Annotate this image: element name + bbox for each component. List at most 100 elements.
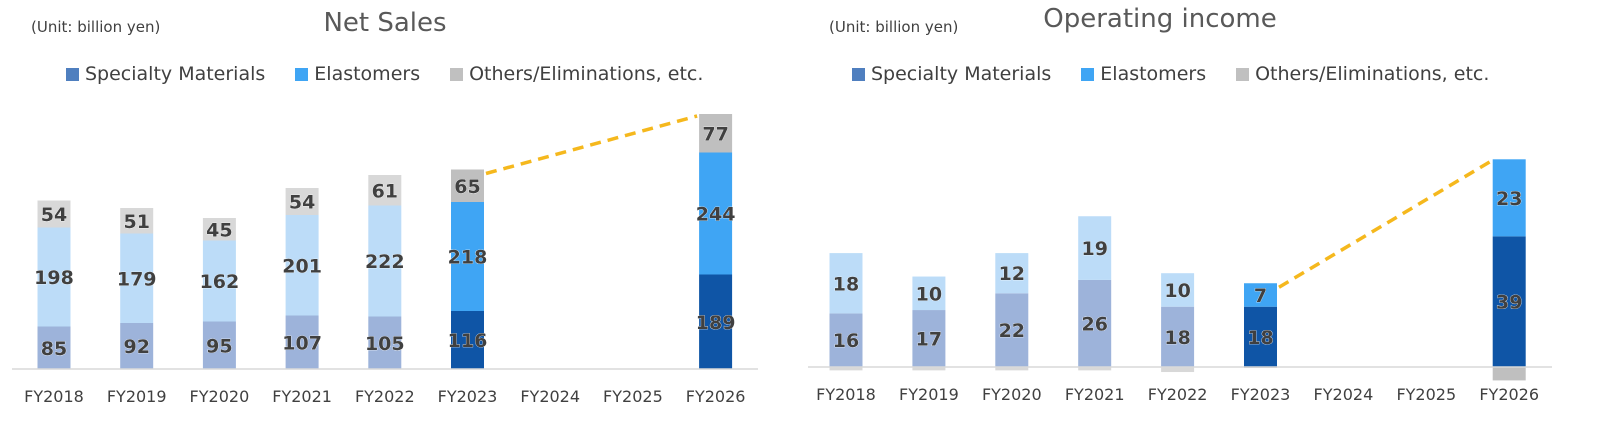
bar-others-fy2019 xyxy=(912,367,946,371)
data-label-specialty-fy2022: 105 xyxy=(365,333,405,355)
bar-others-fy2018 xyxy=(829,367,863,371)
data-label-specialty-fy2021: 107 xyxy=(282,332,322,354)
data-label-elastomers-fy2026: 244 xyxy=(696,204,736,226)
legend-label: Others/Eliminations, etc. xyxy=(469,63,704,85)
legend-item-specialty: Specialty Materials xyxy=(66,63,265,85)
legend-label: Specialty Materials xyxy=(871,63,1052,85)
bar-elastomers-fy2019 xyxy=(912,276,946,311)
bar-elastomers-fy2026 xyxy=(699,152,733,275)
operating-income-chart: 16 18 FY2018 17 10 FY2019 22 12 FY2020 26 19 FY2021… xyxy=(808,159,1552,404)
tick-label-fy2020: FY2020 xyxy=(982,385,1042,404)
bar-elastomers-fy2022 xyxy=(368,205,402,317)
bar-specialty-fy2022 xyxy=(1161,306,1195,367)
data-label-specialty-fy2019: 17 xyxy=(916,329,942,351)
bar-specialty-fy2018 xyxy=(829,313,863,367)
legend-item-others: Others/Eliminations, etc. xyxy=(450,63,703,85)
bar-others-fy2020 xyxy=(995,367,1029,371)
bar-elastomers-fy2021 xyxy=(1078,216,1112,280)
bar-others-fy2022 xyxy=(368,175,402,206)
data-label-specialty-fy2023: 18 xyxy=(1247,327,1273,349)
bar-specialty-fy2023 xyxy=(1244,306,1277,367)
bar-others-fy2023 xyxy=(451,169,484,202)
bar-elastomers-fy2019 xyxy=(120,233,154,323)
chart-title: Operating income xyxy=(1043,4,1277,34)
bar-elastomers-fy2023 xyxy=(451,202,484,311)
data-label-specialty-fy2018: 85 xyxy=(41,338,67,360)
legend-item-elastomers: Elastomers xyxy=(295,63,420,85)
data-label-specialty-fy2021: 26 xyxy=(1081,313,1107,335)
bar-specialty-fy2020 xyxy=(995,293,1029,367)
tick-label-fy2020: FY2020 xyxy=(190,387,250,406)
data-label-specialty-fy2022: 18 xyxy=(1164,327,1190,349)
legend-label: Elastomers xyxy=(314,63,421,85)
bar-others-fy2026 xyxy=(1492,367,1526,381)
bar-specialty-fy2018 xyxy=(37,326,71,369)
trend-dashed-line xyxy=(1278,159,1492,289)
data-label-elastomers-fy2021: 19 xyxy=(1081,238,1107,260)
tick-label-fy2018: FY2018 xyxy=(24,387,84,406)
unit-note: (Unit: billion yen) xyxy=(31,18,161,36)
legend-label: Others/Eliminations, etc. xyxy=(1255,63,1490,85)
data-label-specialty-fy2026: 39 xyxy=(1496,292,1522,314)
data-label-elastomers-fy2020: 162 xyxy=(200,271,240,293)
data-label-specialty-fy2018: 16 xyxy=(833,330,859,352)
legend-swatch xyxy=(66,67,79,81)
data-label-elastomers-fy2021: 201 xyxy=(282,255,322,277)
bar-specialty-fy2023 xyxy=(451,311,484,369)
operating-income-panel: (Unit: billion yen) Operating income Spe… xyxy=(800,0,1601,427)
tick-label-fy2026: FY2026 xyxy=(1479,385,1539,404)
data-label-others-fy2023: 65 xyxy=(454,176,480,198)
unit-note: (Unit: billion yen) xyxy=(829,18,959,36)
tick-label-fy2024: FY2024 xyxy=(1314,385,1374,404)
trend-dashed-line xyxy=(485,114,698,176)
data-label-elastomers-fy2019: 10 xyxy=(916,283,942,305)
tick-label-fy2018: FY2018 xyxy=(816,385,876,404)
bar-specialty-fy2020 xyxy=(202,321,236,369)
chart-legend: Specialty Materials Elastomers Others/El… xyxy=(852,63,1489,85)
bar-others-fy2026 xyxy=(699,114,733,153)
data-label-specialty-fy2026: 189 xyxy=(696,312,736,334)
data-label-others-fy2021: 54 xyxy=(289,192,315,214)
bar-elastomers-fy2018 xyxy=(829,253,863,314)
bar-elastomers-fy2020 xyxy=(995,253,1029,294)
data-label-others-fy2019: 51 xyxy=(123,211,149,233)
data-label-specialty-fy2023: 116 xyxy=(448,330,488,352)
data-label-elastomers-fy2023: 218 xyxy=(448,247,488,269)
data-label-elastomers-fy2022: 222 xyxy=(365,251,405,273)
chart-title: Net Sales xyxy=(323,8,447,38)
tick-label-fy2021: FY2021 xyxy=(272,387,332,406)
data-label-specialty-fy2019: 92 xyxy=(123,336,149,358)
data-label-others-fy2022: 61 xyxy=(372,180,398,202)
bar-elastomers-fy2018 xyxy=(37,227,71,327)
tick-label-fy2023: FY2023 xyxy=(438,387,498,406)
bar-others-fy2021 xyxy=(285,188,319,215)
bar-specialty-fy2026 xyxy=(1492,236,1526,367)
data-label-others-fy2026: 77 xyxy=(702,123,728,145)
bar-others-fy2018 xyxy=(37,200,71,228)
legend-item-others: Others/Eliminations, etc. xyxy=(1236,63,1489,85)
bar-others-fy2022 xyxy=(1161,367,1195,373)
data-label-others-fy2018: 54 xyxy=(41,204,67,226)
legend-swatch xyxy=(450,67,464,81)
data-label-elastomers-fy2026: 23 xyxy=(1496,188,1522,210)
bar-specialty-fy2026 xyxy=(699,274,733,369)
tick-label-fy2021: FY2021 xyxy=(1065,385,1125,404)
tick-label-fy2025: FY2025 xyxy=(1396,385,1456,404)
bar-specialty-fy2019 xyxy=(912,310,946,367)
data-label-elastomers-fy2018: 198 xyxy=(34,267,74,289)
legend-swatch xyxy=(1236,67,1250,81)
legend-label: Specialty Materials xyxy=(85,63,266,85)
data-label-others-fy2020: 45 xyxy=(206,219,232,241)
data-label-elastomers-fy2018: 18 xyxy=(833,273,859,295)
bar-specialty-fy2022 xyxy=(368,316,402,369)
legend-label: Elastomers xyxy=(1100,63,1207,85)
bar-elastomers-fy2021 xyxy=(285,215,319,316)
data-label-specialty-fy2020: 22 xyxy=(999,320,1025,342)
tick-label-fy2024: FY2024 xyxy=(520,387,580,406)
data-label-specialty-fy2020: 95 xyxy=(206,335,232,357)
bar-specialty-fy2021 xyxy=(1078,279,1112,367)
tick-label-fy2019: FY2019 xyxy=(899,385,959,404)
tick-label-fy2019: FY2019 xyxy=(107,387,167,406)
bar-specialty-fy2021 xyxy=(285,315,319,369)
bar-others-fy2020 xyxy=(202,218,236,241)
